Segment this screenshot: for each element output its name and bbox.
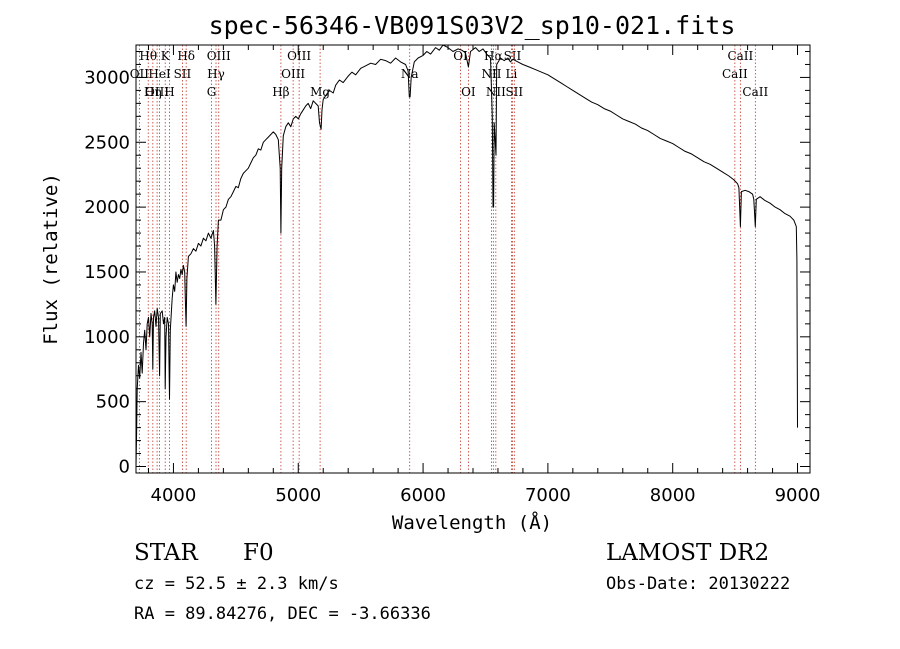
x-tick-label: 6000 <box>400 485 446 506</box>
x-tick-label: 8000 <box>650 485 696 506</box>
line-marker-label: CaII <box>742 85 768 99</box>
x-axis-label: Wavelength (Å) <box>392 511 552 534</box>
line-marker-label: OIII <box>207 49 231 63</box>
spectrum-series-line <box>135 44 798 467</box>
line-marker-label: Na <box>401 67 419 81</box>
line-marker-label: SII <box>174 67 192 81</box>
line-marker-label: Li <box>506 67 518 81</box>
y-tick-label: 2000 <box>84 197 130 218</box>
object-class: STAR <box>134 540 198 566</box>
line-marker-label: Hγ <box>207 67 225 81</box>
line-marker-label: SII <box>505 85 523 99</box>
line-marker-label: OIII <box>281 67 305 81</box>
line-marker-label: Hη <box>144 85 162 99</box>
line-marker-label: CaII <box>727 49 753 63</box>
y-tick-label: 500 <box>96 392 130 413</box>
y-axis-label: Flux (relative) <box>40 173 62 345</box>
line-marker-label: OI <box>461 85 476 99</box>
y-tick-label: 3000 <box>84 67 130 88</box>
line-marker-label: K <box>161 49 171 63</box>
y-tick-label: 0 <box>119 457 130 478</box>
y-tick-label: 1500 <box>84 262 130 283</box>
survey-name: LAMOST DR2 <box>606 540 769 566</box>
line-marker-label: G <box>207 85 217 99</box>
plot-frame <box>135 44 811 474</box>
line-marker-label: OII <box>130 67 150 81</box>
line-marker-label: SII <box>504 49 522 63</box>
coords-text: RA = 89.84276, DEC = -3.66336 <box>134 604 431 624</box>
object-subclass: F0 <box>243 540 274 566</box>
line-marker-label: H <box>164 85 174 99</box>
line-marker-label: Hβ <box>272 85 289 99</box>
line-marker-label: Mg <box>310 85 330 99</box>
x-tick-label: 9000 <box>775 485 821 506</box>
y-tick-label: 1000 <box>84 327 130 348</box>
line-marker-label: Hθ <box>139 49 157 63</box>
x-tick-label: 5000 <box>275 485 321 506</box>
line-marker-label: Hδ <box>177 49 195 63</box>
line-marker-label: OIII <box>145 85 169 99</box>
x-axis: 4000 5000 6000 7000 8000 9000 <box>147 45 821 506</box>
y-tick-label: 2500 <box>84 132 130 153</box>
line-marker-label: OIII <box>287 49 311 63</box>
line-marker-label: CaII <box>722 67 748 81</box>
chart-title: spec-56346-VB091S03V2_sp10-021.fits <box>209 11 736 40</box>
x-tick-label: 4000 <box>151 485 197 506</box>
y-axis: 0 500 1000 1500 2000 2500 3000 <box>84 50 810 478</box>
velocity-text: cz = 52.5 ± 2.3 km/s <box>134 574 339 594</box>
line-marker-label: NII <box>486 85 506 99</box>
line-marker-label: Hα <box>484 49 503 63</box>
x-tick-label: 7000 <box>525 485 571 506</box>
obs-date-text: Obs-Date: 20130222 <box>606 574 790 594</box>
line-marker-label: HeI <box>148 67 171 81</box>
series-layer <box>135 44 798 467</box>
